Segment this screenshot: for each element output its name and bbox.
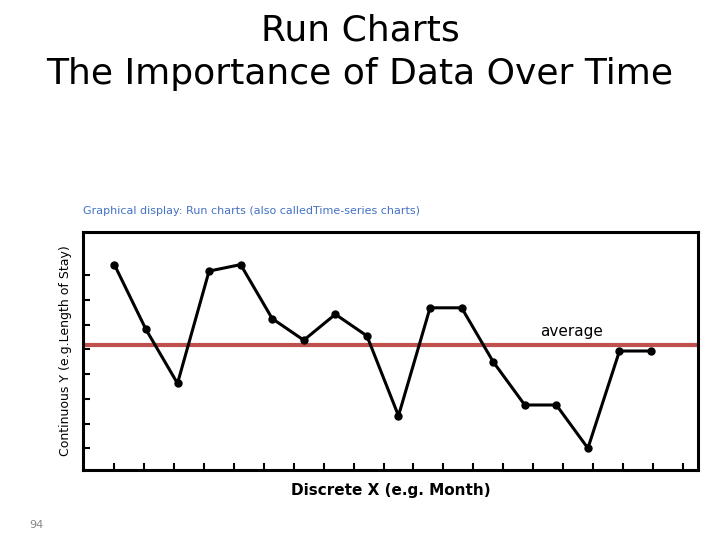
Text: Run Charts: Run Charts bbox=[261, 14, 459, 48]
Text: Graphical display: Run charts (also calledTime-series charts): Graphical display: Run charts (also call… bbox=[83, 206, 420, 216]
Text: average: average bbox=[541, 324, 603, 339]
Y-axis label: Continuous Y (e.g.Length of Stay): Continuous Y (e.g.Length of Stay) bbox=[59, 246, 73, 456]
X-axis label: Discrete X (e.g. Month): Discrete X (e.g. Month) bbox=[291, 483, 490, 498]
Text: 94: 94 bbox=[29, 520, 43, 530]
Text: The Importance of Data Over Time: The Importance of Data Over Time bbox=[47, 57, 673, 91]
